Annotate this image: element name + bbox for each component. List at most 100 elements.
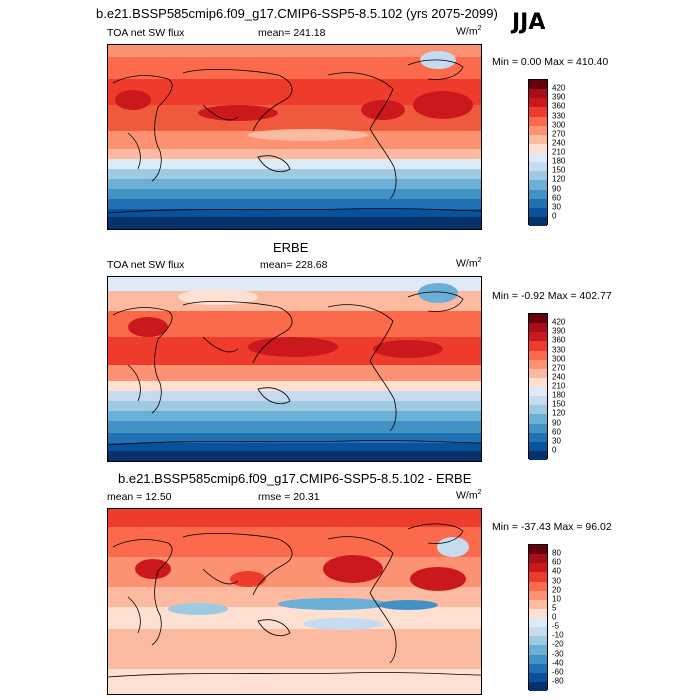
colorbar-tick-label: 360 — [552, 335, 566, 345]
colorbar-swatch — [529, 180, 547, 190]
colorbar-tick-label: 120 — [552, 174, 566, 184]
colorbar-swatch — [529, 672, 547, 682]
panel1-variable-label: TOA net SW flux — [107, 27, 185, 39]
colorbar-tick-label: -60 — [552, 667, 564, 677]
colorbar-tick-label: -10 — [552, 630, 564, 640]
colorbar-swatch — [529, 554, 547, 564]
colorbar-swatch — [529, 636, 547, 646]
colorbar-tick-label: -80 — [552, 676, 564, 686]
panel1-colorbar — [528, 79, 548, 226]
colorbar-tick-label: 0 — [552, 612, 557, 622]
colorbar-swatch — [529, 405, 547, 415]
colorbar-swatch — [529, 162, 547, 172]
colorbar-swatch — [529, 107, 547, 117]
panel3-mean-label: mean = 12.50 — [107, 491, 172, 503]
colorbar-swatch — [529, 198, 547, 208]
colorbar-swatch — [529, 627, 547, 637]
colorbar-tick-label: 30 — [552, 576, 561, 585]
colorbar-swatch — [529, 323, 547, 333]
colorbar-tick-label: 270 — [552, 363, 566, 373]
colorbar-swatch — [529, 608, 547, 618]
panel3-map — [107, 508, 482, 695]
colorbar-swatch — [529, 80, 547, 90]
colorbar-swatch — [529, 432, 547, 442]
colorbar-tick-label: 90 — [552, 418, 561, 427]
colorbar-swatch — [529, 590, 547, 600]
colorbar-swatch — [529, 572, 547, 582]
colorbar-tick-label: 40 — [552, 566, 561, 576]
panel2-colorbar — [528, 313, 548, 460]
colorbar-swatch — [529, 207, 547, 217]
colorbar-tick-label: 210 — [552, 381, 566, 391]
colorbar-swatch — [529, 153, 547, 163]
colorbar-swatch — [529, 189, 547, 199]
colorbar-swatch — [529, 116, 547, 126]
panel2-units: W/m2 — [456, 257, 482, 270]
panel2-minmax: Min = -0.92 Max = 402.77 — [492, 290, 612, 302]
colorbar-tick-label: 270 — [552, 129, 566, 139]
colorbar-swatch — [529, 441, 547, 451]
colorbar-swatch — [529, 134, 547, 144]
colorbar-swatch — [529, 396, 547, 406]
colorbar-tick-label: 180 — [552, 390, 566, 400]
colorbar-tick-label: 30 — [552, 436, 561, 446]
colorbar-swatch — [529, 450, 547, 460]
colorbar-tick-label: 360 — [552, 101, 566, 111]
colorbar-tick-label: 90 — [552, 184, 561, 193]
colorbar-tick-label: 0 — [552, 445, 557, 455]
colorbar-tick-label: 420 — [552, 317, 566, 327]
colorbar-tick-label: 330 — [552, 111, 566, 120]
colorbar-tick-label: 300 — [552, 354, 566, 364]
colorbar-tick-label: 60 — [552, 193, 561, 203]
colorbar-swatch — [529, 143, 547, 153]
colorbar-tick-label: 0 — [552, 211, 557, 221]
colorbar-swatch — [529, 654, 547, 664]
panel1-minmax: Min = 0.00 Max = 410.40 — [492, 56, 609, 68]
colorbar-tick-label: 80 — [552, 548, 561, 558]
colorbar-tick-label: 300 — [552, 120, 566, 130]
panel2-title: ERBE — [273, 240, 309, 255]
colorbar-swatch — [529, 545, 547, 555]
panel1-mean-label: mean= 241.18 — [258, 27, 326, 39]
colorbar-swatch — [529, 216, 547, 226]
colorbar-tick-label: 150 — [552, 165, 566, 175]
colorbar-tick-label: -40 — [552, 658, 564, 668]
colorbar-tick-label: 10 — [552, 594, 561, 604]
colorbar-swatch — [529, 359, 547, 369]
colorbar-tick-label: 390 — [552, 92, 566, 102]
panel2-mean-label: mean= 228.68 — [260, 259, 328, 271]
panel1-map — [107, 44, 482, 230]
colorbar-tick-label: 60 — [552, 557, 561, 567]
colorbar-swatch — [529, 414, 547, 424]
colorbar-swatch — [529, 645, 547, 655]
colorbar-tick-label: -20 — [552, 639, 564, 649]
colorbar-swatch — [529, 563, 547, 573]
colorbar-swatch — [529, 423, 547, 433]
colorbar-tick-label: 180 — [552, 156, 566, 166]
colorbar-swatch — [529, 89, 547, 99]
panel2-variable-label: TOA net SW flux — [107, 259, 185, 271]
colorbar-tick-label: 420 — [552, 83, 566, 93]
colorbar-swatch — [529, 341, 547, 351]
panel3-minmax: Min = -37.43 Max = 96.02 — [492, 521, 612, 533]
colorbar-tick-label: 240 — [552, 138, 566, 148]
colorbar-swatch — [529, 387, 547, 397]
colorbar-swatch — [529, 681, 547, 691]
colorbar-tick-label: 390 — [552, 326, 566, 336]
colorbar-tick-label: 120 — [552, 408, 566, 418]
panel2-map — [107, 276, 482, 462]
panel1-units: W/m2 — [456, 25, 482, 38]
colorbar-swatch — [529, 314, 547, 324]
panel3-colorbar — [528, 544, 548, 691]
colorbar-tick-label: 330 — [552, 345, 566, 354]
colorbar-tick-label: -5 — [552, 621, 560, 631]
panel3-units: W/m2 — [456, 489, 482, 502]
colorbar-tick-label: 210 — [552, 147, 566, 157]
colorbar-tick-label: 150 — [552, 399, 566, 409]
colorbar-swatch — [529, 599, 547, 609]
colorbar-tick-label: 30 — [552, 202, 561, 212]
colorbar-tick-label: -30 — [552, 649, 564, 658]
colorbar-tick-label: 20 — [552, 585, 561, 595]
panel3-colorbar-ticks: 80 60 40 30 20 10 5 0 -5 -10 -20 -30 -40 -60 -80 — [552, 544, 592, 690]
colorbar-swatch — [529, 98, 547, 108]
